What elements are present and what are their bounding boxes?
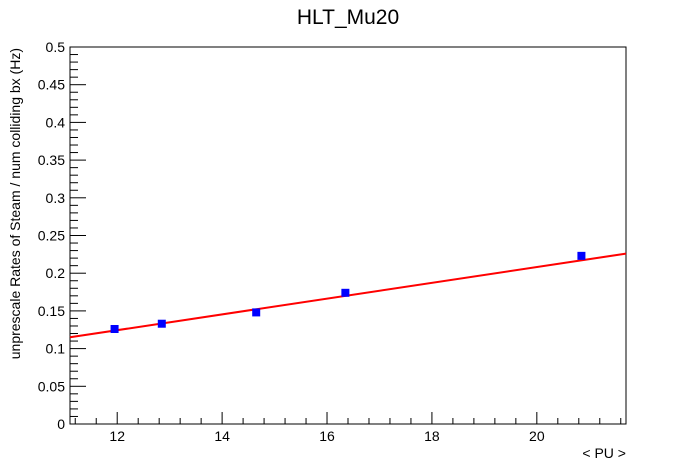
y-axis: 0 0.05 0.1 0.15 0.2 0.25 0.3 0.35 0.4 0.45 0.5: [38, 39, 86, 432]
plot-frame: [69, 46, 627, 425]
y-tick-label: 0.3: [46, 190, 66, 206]
x-axis-title: < PU >: [582, 445, 626, 461]
y-axis-title: unprescale Rates of Steam / num collidin…: [7, 48, 23, 359]
data-point: [341, 288, 350, 297]
y-tick-label: 0.35: [38, 152, 65, 168]
x-tick-label: 16: [319, 428, 335, 444]
x-tick-label: 12: [109, 428, 125, 444]
x-tick-label: 14: [214, 428, 230, 444]
data-point: [110, 324, 119, 333]
y-tick-label: 0.2: [46, 265, 66, 281]
y-tick-label: 0.05: [38, 378, 65, 394]
data-points-layer: [110, 251, 586, 333]
x-axis: 12 14 16 18 20: [74, 412, 622, 444]
x-tick-label: 20: [529, 428, 545, 444]
y-tick-label: 0.45: [38, 77, 65, 93]
data-point: [577, 251, 586, 260]
y-tick-label: 0.15: [38, 303, 65, 319]
x-tick-label: 18: [424, 428, 440, 444]
chart-title: HLT_Mu20: [297, 6, 399, 29]
data-point: [157, 319, 166, 328]
y-tick-label: 0.25: [38, 228, 65, 244]
data-point: [252, 308, 261, 317]
y-tick-label: 0.5: [46, 39, 66, 55]
y-tick-label: 0: [57, 416, 65, 432]
y-tick-label: 0.4: [46, 114, 66, 130]
y-tick-label: 0.1: [46, 341, 66, 357]
